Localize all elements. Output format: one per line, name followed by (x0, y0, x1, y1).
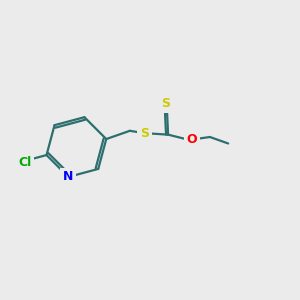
Text: S: S (161, 97, 170, 110)
Text: O: O (186, 134, 197, 146)
Text: Cl: Cl (18, 155, 31, 169)
Text: N: N (63, 170, 74, 183)
Text: S: S (140, 127, 149, 140)
